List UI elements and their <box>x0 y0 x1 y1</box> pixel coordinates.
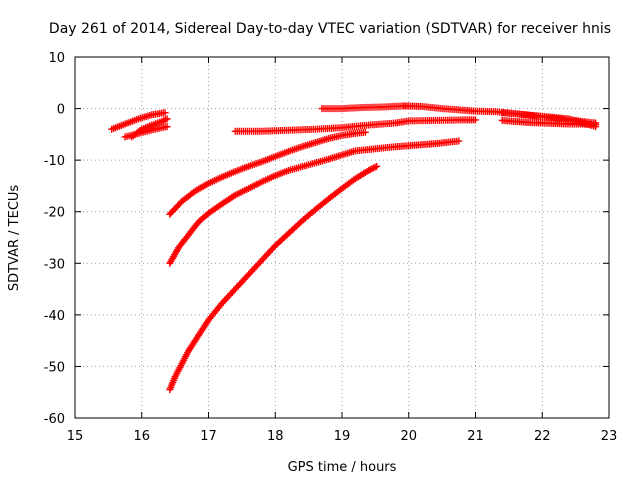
series-track-4 <box>166 128 369 218</box>
axis-ticks: 15 16 17 18 19 20 21 22 23 10 0 -10 -20 -30 -40 -50 -60 <box>44 51 618 444</box>
y-tick-label: -10 <box>44 154 65 169</box>
x-tick-label: 19 <box>334 429 351 444</box>
x-axis-label: GPS time / hours <box>288 460 397 475</box>
data-point <box>163 123 171 131</box>
series-track-10 <box>498 109 600 127</box>
series-track-6 <box>166 162 381 394</box>
chart-title: Day 261 of 2014, Sidereal Day-to-day VTE… <box>49 21 611 37</box>
series-track-3 <box>128 115 171 141</box>
y-tick-label: -60 <box>44 412 65 427</box>
x-tick-label: 21 <box>467 429 484 444</box>
series-track-7 <box>231 116 479 135</box>
y-axis-label: SDTVAR / TECUs <box>7 185 22 292</box>
data-point <box>163 115 171 123</box>
x-tick-label: 20 <box>400 429 417 444</box>
data-point <box>373 162 381 170</box>
data-point <box>161 109 169 117</box>
data-point <box>361 128 369 136</box>
series-track-5 <box>166 137 463 267</box>
y-tick-label: -40 <box>44 309 65 324</box>
x-tick-label: 18 <box>267 429 284 444</box>
x-tick-label: 17 <box>200 429 217 444</box>
y-tick-label: -20 <box>44 206 65 221</box>
data-marks <box>108 102 600 394</box>
data-point <box>455 137 463 145</box>
y-tick-label: 10 <box>48 51 65 66</box>
data-point <box>371 163 379 171</box>
data-point <box>472 116 479 124</box>
x-tick-label: 22 <box>534 429 551 444</box>
y-tick-label: -30 <box>44 257 65 272</box>
x-tick-label: 16 <box>133 429 150 444</box>
series-track-1 <box>108 109 169 133</box>
y-tick-label: -50 <box>44 360 65 375</box>
x-tick-label: 23 <box>601 429 618 444</box>
data-point <box>592 119 600 127</box>
x-tick-label: 15 <box>67 429 84 444</box>
y-tick-label: 0 <box>57 103 65 118</box>
